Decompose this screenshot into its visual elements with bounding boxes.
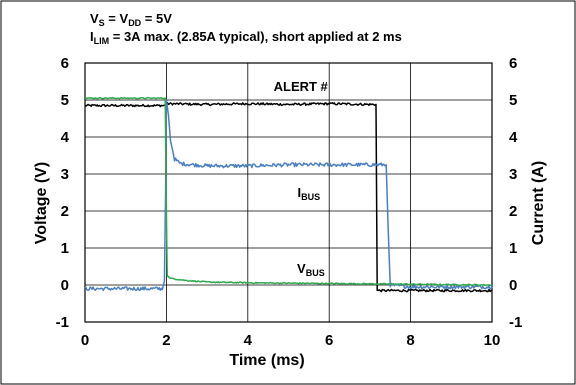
series-line [84, 99, 493, 292]
y-tick-label-right: 6 [509, 55, 517, 72]
series-label: VBUS [297, 261, 325, 278]
y-tick-label-left: 2 [61, 203, 69, 220]
y-axis-right-title: Current (A) [530, 161, 547, 245]
y-tick-label-left: 6 [61, 55, 69, 72]
y-tick-label-right: 1 [509, 240, 517, 257]
series-line [84, 101, 493, 293]
plot-frame [84, 62, 493, 323]
y-tick-label-left: 4 [61, 129, 70, 146]
y-tick-label-left: 0 [61, 277, 69, 294]
y-tick-label-right: 0 [509, 277, 517, 294]
y-tick-label-right: 2 [509, 203, 517, 220]
chart-note: ILIM = 3A max. (2.85A typical), short ap… [90, 29, 402, 46]
tick-labels: 0 2 4 6 8 10 -1 0 1 2 3 4 5 6 -1 0 1 2 3 4 5 6 [56, 55, 523, 349]
series-line [85, 96, 493, 287]
x-tick-label: 2 [162, 332, 170, 349]
x-tick-label: 0 [81, 332, 89, 349]
x-tick-label: 4 [244, 332, 253, 349]
x-tick-label: 10 [484, 332, 501, 349]
annotations: ALERT # IBUS VBUS [274, 79, 329, 278]
grid [85, 63, 492, 322]
y-tick-label-left: 5 [61, 92, 69, 109]
chart-note: VS = VDD = 5V [90, 11, 172, 28]
y-tick-label-right: 5 [509, 92, 517, 109]
y-tick-label-left: 3 [61, 166, 69, 183]
y-axis-left-title: Voltage (V) [33, 162, 50, 244]
y-tick-label-right: -1 [509, 314, 522, 331]
y-tick-label-left: -1 [56, 314, 69, 331]
y-tick-label-left: 1 [61, 240, 69, 257]
x-tick-label: 6 [325, 332, 333, 349]
y-tick-label-right: 3 [509, 166, 517, 183]
series-label: IBUS [298, 185, 321, 202]
x-tick-label: 8 [406, 332, 414, 349]
x-axis-title: Time (ms) [229, 352, 304, 369]
series-group [84, 96, 493, 293]
series-label: ALERT # [274, 79, 329, 94]
y-tick-label-right: 4 [509, 129, 518, 146]
